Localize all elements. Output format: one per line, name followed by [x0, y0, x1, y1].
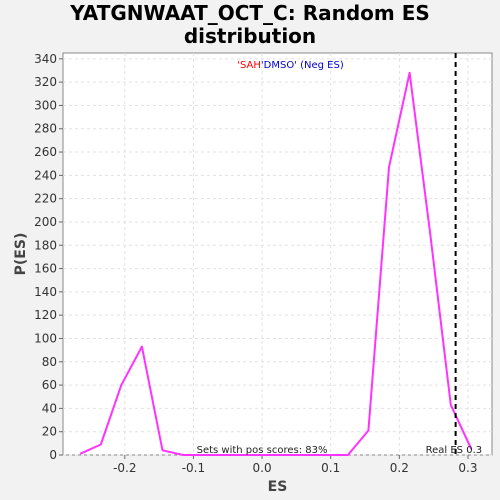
y-tick-label: 240: [34, 168, 57, 182]
y-axis-label: P(ES): [13, 233, 29, 276]
y-tick-label: 120: [34, 308, 57, 322]
plot-area: [63, 53, 492, 455]
y-tick-label: 280: [34, 122, 57, 136]
chart-subtitle: 'SAH'DMSO' (Neg ES): [237, 60, 344, 71]
y-tick-label: 80: [42, 355, 57, 369]
y-tick-label: 0: [49, 448, 57, 462]
x-tick-label: 0.2: [390, 461, 409, 475]
y-tick-label: 200: [34, 215, 57, 229]
y-tick-label: 20: [42, 425, 57, 439]
y-axis: 0 20 40 60 80 100 120 140 160 180 200 220 240 260 280 3…: [34, 52, 63, 462]
y-tick-label: 260: [34, 145, 57, 159]
x-tick-label: 0.3: [458, 461, 477, 475]
y-tick-label: 320: [34, 75, 57, 89]
real-es-label: Real ES 0.3: [426, 445, 482, 456]
y-tick-label: 40: [42, 401, 57, 415]
subtitle-part-1: 'SAH: [237, 60, 261, 71]
x-tick-label: 0.0: [253, 461, 272, 475]
y-tick-label: 300: [34, 98, 57, 112]
y-tick-label: 100: [34, 331, 57, 345]
y-tick-label: 160: [34, 262, 57, 276]
y-tick-label: 340: [34, 52, 57, 66]
x-axis: -0.2 -0.1 0.0 0.1 0.2 0.3: [113, 455, 477, 475]
x-tick-label: -0.2: [113, 461, 136, 475]
y-tick-label: 60: [42, 378, 57, 392]
x-axis-label: ES: [268, 479, 288, 495]
pos-scores-annotation: Sets with pos scores: 83%: [197, 445, 328, 456]
y-tick-label: 220: [34, 192, 57, 206]
y-tick-label: 180: [34, 238, 57, 252]
x-tick-label: 0.1: [321, 461, 340, 475]
y-tick-label: 140: [34, 285, 57, 299]
subtitle-part-2: 'DMSO' (Neg ES): [261, 60, 344, 71]
x-tick-label: -0.1: [182, 461, 205, 475]
